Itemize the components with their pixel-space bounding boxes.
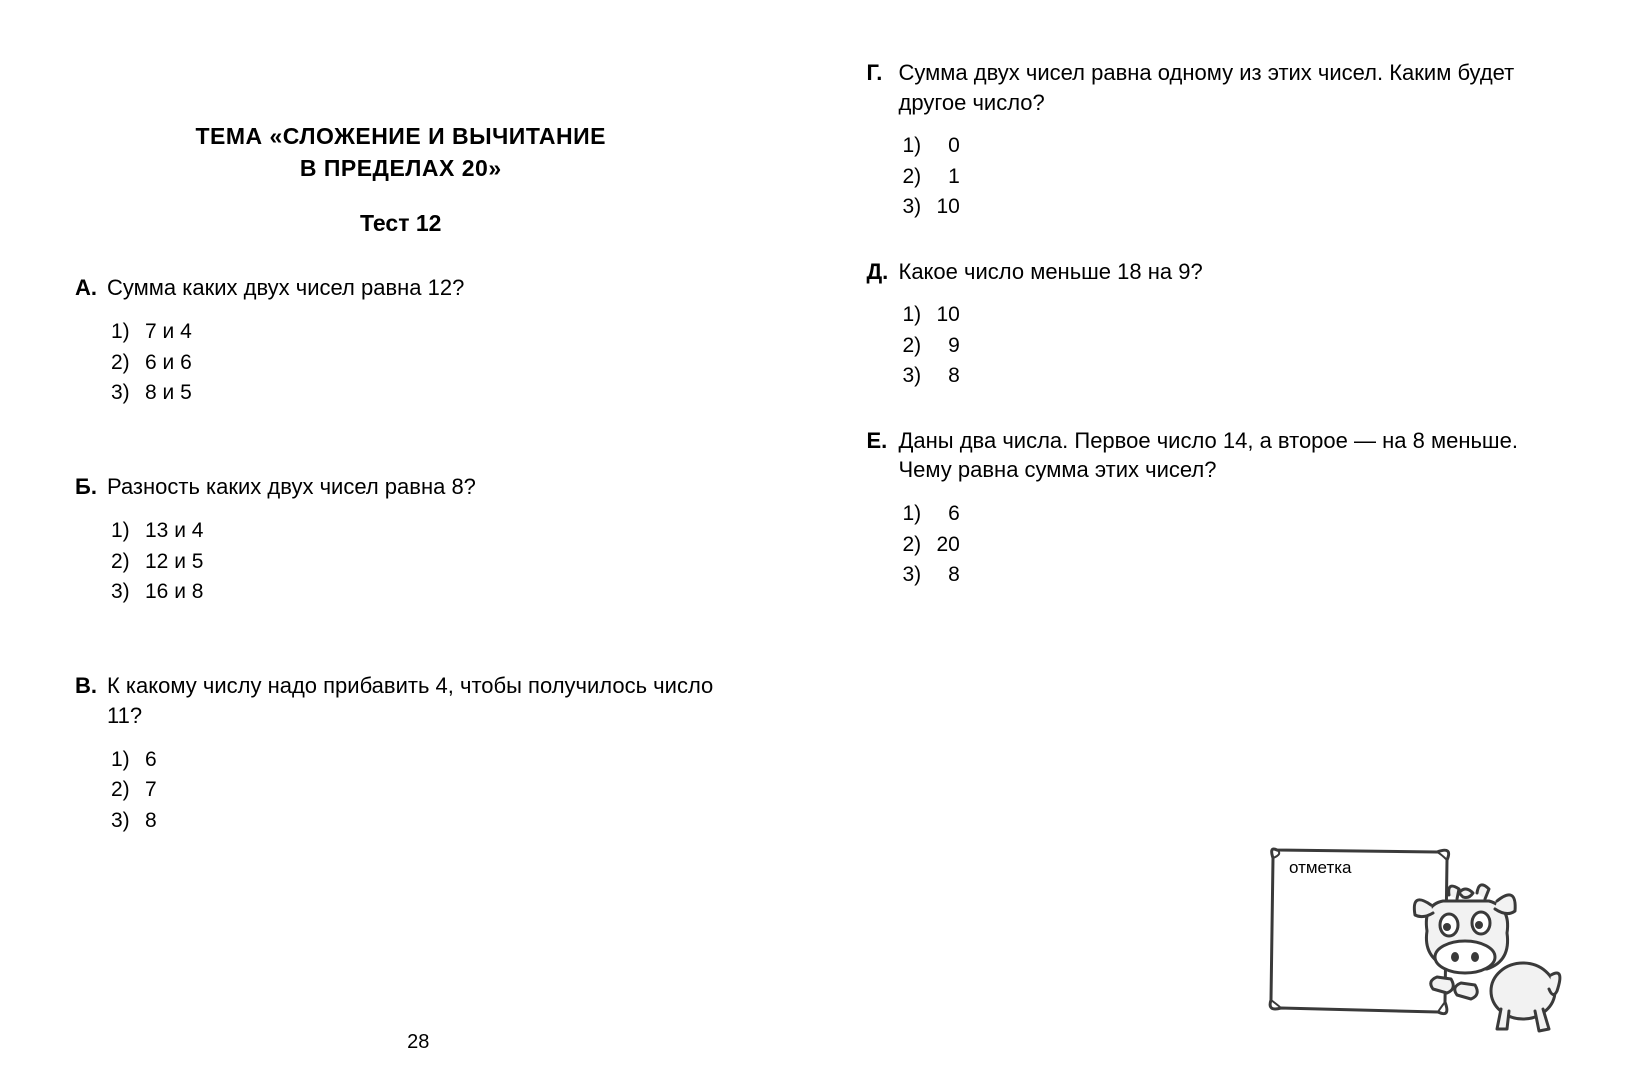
topic-line-2: В ПРЕДЕЛАХ 20» — [300, 155, 502, 181]
question-text: Даны два числа. Первое число 14, а второ… — [899, 426, 1554, 485]
option-number: 3) — [903, 560, 937, 590]
option-value: 7 — [145, 775, 157, 805]
option-number: 1) — [903, 131, 937, 161]
cow-cartoon-icon — [1393, 871, 1563, 1036]
option-value: 8 — [937, 560, 960, 590]
question-text: Сумма двух чисел равна одному из этих чи… — [899, 58, 1554, 117]
question-letter: Е. — [867, 426, 899, 485]
test-title: Тест 12 — [75, 210, 727, 237]
option-value: 6 и 6 — [145, 348, 192, 378]
option-number: 1) — [903, 300, 937, 330]
option-value: 10 — [937, 300, 960, 330]
option-number: 2) — [903, 331, 937, 361]
topic-line-1: ТЕМА «СЛОЖЕНИЕ И ВЫЧИТАНИЕ — [195, 123, 606, 149]
question-text: Сумма каких двух чисел равна 12? — [107, 273, 727, 303]
option-number: 2) — [903, 530, 937, 560]
page-number: 28 — [407, 1031, 429, 1054]
option-value: 9 — [937, 331, 960, 361]
question-e: Е. Даны два числа. Первое число 14, а вт… — [867, 426, 1554, 591]
option-value: 6 — [145, 745, 157, 775]
option-number: 1) — [903, 499, 937, 529]
option-number: 1) — [111, 745, 145, 775]
option-value: 13 и 4 — [145, 516, 203, 546]
option-value: 8 — [937, 361, 960, 391]
option-value: 0 — [937, 131, 960, 161]
question-a: А. Сумма каких двух чисел равна 12? 1)7 … — [75, 273, 727, 408]
question-text: К какому числу надо прибавить 4, чтобы п… — [107, 671, 727, 730]
option-value: 20 — [937, 530, 960, 560]
option-value: 10 — [937, 192, 960, 222]
options-list: 1) 0 2) 1 3)10 — [903, 131, 1554, 222]
question-v: В. К какому числу надо прибавить 4, чтоб… — [75, 671, 727, 836]
option-value: 16 и 8 — [145, 577, 203, 607]
option-number: 2) — [111, 547, 145, 577]
topic-title: ТЕМА «СЛОЖЕНИЕ И ВЫЧИТАНИЕ В ПРЕДЕЛАХ 20… — [75, 120, 727, 184]
option-number: 1) — [111, 317, 145, 347]
question-letter: Г. — [867, 58, 899, 117]
options-list: 1)6 2)7 3)8 — [111, 745, 727, 836]
right-page: Г. Сумма двух чисел равна одному из этих… — [817, 30, 1614, 1060]
question-letter: В. — [75, 671, 107, 730]
question-letter: Д. — [867, 257, 899, 287]
option-number: 1) — [111, 516, 145, 546]
grade-box: отметка — [1263, 840, 1553, 1030]
options-list: 1)7 и 4 2)6 и 6 3)8 и 5 — [111, 317, 727, 408]
options-list: 1)13 и 4 2)12 и 5 3)16 и 8 — [111, 516, 727, 607]
option-number: 2) — [111, 775, 145, 805]
question-text: Какое число меньше 18 на 9? — [899, 257, 1554, 287]
option-value: 7 и 4 — [145, 317, 192, 347]
option-value: 8 — [145, 806, 157, 836]
option-number: 3) — [111, 806, 145, 836]
option-number: 2) — [903, 162, 937, 192]
option-number: 3) — [903, 361, 937, 391]
question-letter: Б. — [75, 472, 107, 502]
option-number: 3) — [903, 192, 937, 222]
option-number: 3) — [111, 577, 145, 607]
question-text: Разность каких двух чисел равна 8? — [107, 472, 727, 502]
option-value: 12 и 5 — [145, 547, 203, 577]
grade-label: отметка — [1289, 858, 1352, 878]
option-number: 3) — [111, 378, 145, 408]
option-value: 1 — [937, 162, 960, 192]
question-letter: А. — [75, 273, 107, 303]
option-number: 2) — [111, 348, 145, 378]
options-list: 1) 6 2)20 3) 8 — [903, 499, 1554, 590]
question-g: Г. Сумма двух чисел равна одному из этих… — [867, 58, 1554, 223]
option-value: 6 — [937, 499, 960, 529]
left-page: ТЕМА «СЛОЖЕНИЕ И ВЫЧИТАНИЕ В ПРЕДЕЛАХ 20… — [20, 30, 817, 1060]
question-d: Д. Какое число меньше 18 на 9? 1)10 2) 9… — [867, 257, 1554, 392]
options-list: 1)10 2) 9 3) 8 — [903, 300, 1554, 391]
question-b: Б. Разность каких двух чисел равна 8? 1)… — [75, 472, 727, 607]
option-value: 8 и 5 — [145, 378, 192, 408]
